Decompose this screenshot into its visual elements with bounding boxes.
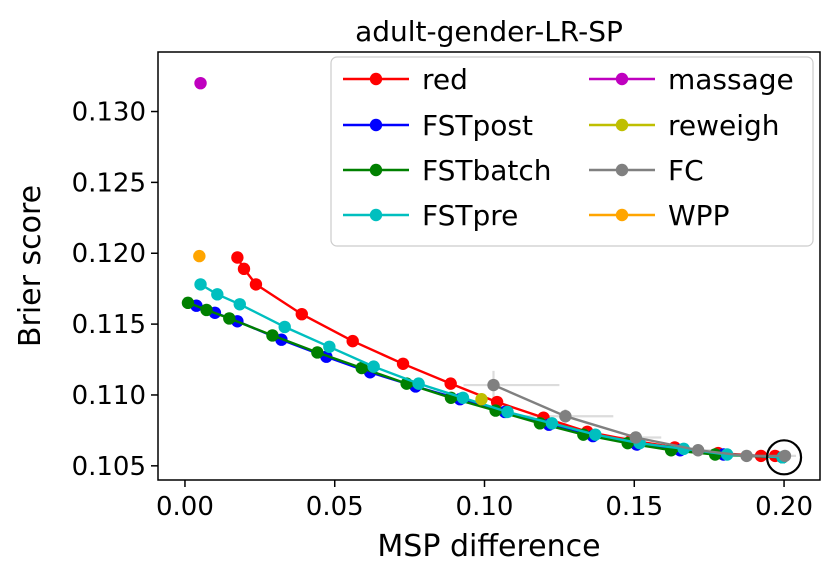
data-point-fstpre [412, 377, 425, 390]
data-point-fstpre [194, 278, 207, 291]
data-point-fstpre [456, 391, 470, 405]
y-tick-label: 0.105 [72, 452, 146, 482]
data-point-fc [740, 449, 753, 463]
series-line-fstpre [199, 283, 783, 459]
y-tick-label: 0.115 [72, 310, 146, 340]
data-point-fc [629, 431, 642, 444]
legend-label-wpp: WPP [668, 199, 729, 232]
data-point-red [237, 262, 251, 276]
data-point-fstbatch [200, 303, 213, 317]
highlight-circle [765, 439, 803, 476]
series-line-fstbatch [187, 301, 783, 459]
legend-label-fstbatch: FSTbatch [422, 154, 552, 187]
data-point-fc [487, 378, 500, 392]
data-point-red [231, 251, 244, 264]
x-tick-label: 0.05 [306, 492, 364, 522]
legend-marker-wpp [615, 208, 629, 222]
legend-marker-reweigh [615, 118, 629, 132]
data-point-red [396, 357, 410, 370]
x-tick-label: 0.10 [456, 492, 514, 522]
data-point-red [444, 377, 457, 390]
data-point-reweigh [475, 393, 488, 406]
legend-label-fstpost: FSTpost [422, 109, 533, 142]
legend-label-massage: massage [668, 63, 794, 96]
data-point-fstbatch [355, 361, 368, 375]
data-point-fc [778, 449, 792, 463]
data-point-fstpre [367, 360, 380, 373]
legend-label-red: red [422, 63, 468, 96]
data-point-fc [691, 444, 705, 457]
legend-box [330, 56, 814, 247]
legend-label-fc: FC [668, 154, 704, 187]
legend-label-reweigh: reweigh [668, 109, 780, 142]
y-tick-label: 0.110 [72, 381, 146, 411]
data-point-massage [194, 76, 207, 90]
chart-title: adult-gender-LR-SP [355, 15, 623, 48]
legend-marker-fstbatch [369, 163, 383, 177]
data-point-fstpre [323, 340, 336, 353]
legend-label-fstpre: FSTpre [422, 199, 518, 232]
legend-marker-red [369, 72, 383, 86]
x-tick-label: 0.00 [156, 492, 214, 522]
data-point-fstbatch [266, 329, 279, 342]
x-tick-label: 0.15 [605, 492, 663, 522]
y-tick-label: 0.125 [72, 168, 146, 198]
y-tick-label: 0.120 [72, 239, 146, 269]
legend-marker-massage [615, 72, 629, 86]
data-point-wpp [193, 249, 206, 263]
data-point-fstbatch [311, 346, 324, 359]
data-point-fc [559, 410, 572, 423]
data-point-fstpre [233, 298, 246, 311]
data-point-fstpre [278, 320, 291, 334]
legend-marker-fc [615, 163, 629, 177]
data-point-fstbatch [223, 312, 236, 325]
data-point-fstpre [589, 428, 602, 441]
series-line-fc [493, 383, 785, 458]
plot-frame [157, 51, 821, 481]
x-axis-label: MSP difference [377, 529, 600, 564]
y-axis-label: Brier score [13, 185, 48, 347]
data-point-fstbatch [181, 296, 195, 310]
data-point-red [295, 307, 308, 321]
data-point-red [249, 278, 263, 291]
x-tick-label: 0.20 [755, 492, 813, 522]
data-point-red [346, 334, 359, 348]
legend-marker-fstpost [369, 118, 383, 132]
data-point-fstpre [545, 417, 559, 430]
y-tick-label: 0.130 [72, 98, 146, 128]
data-point-fstpre [211, 288, 224, 301]
legend-marker-fstpre [369, 208, 383, 222]
data-point-fstpre [501, 405, 514, 419]
